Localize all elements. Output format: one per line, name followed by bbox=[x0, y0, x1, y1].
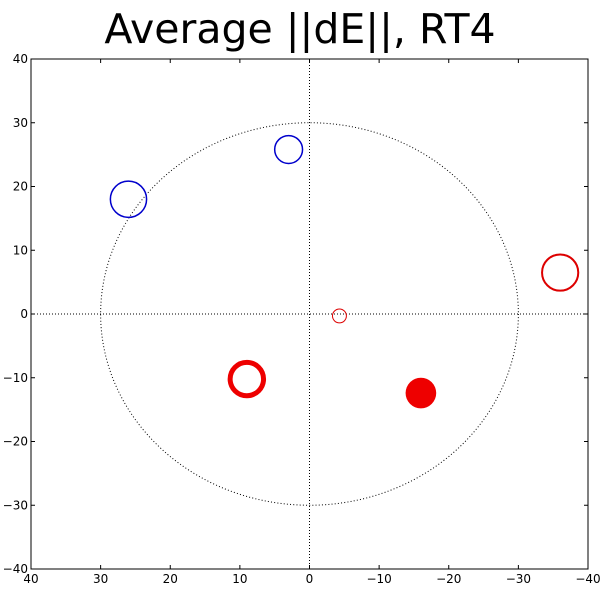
chart-title: Average ||dE||, RT4 bbox=[104, 5, 496, 53]
x-tick-label: −40 bbox=[575, 572, 600, 586]
y-tick-label: −30 bbox=[3, 498, 28, 512]
data-point-3 bbox=[331, 308, 347, 324]
y-tick-label: −10 bbox=[3, 371, 28, 385]
y-tick-label: 20 bbox=[13, 180, 28, 194]
y-tick-label: −40 bbox=[3, 562, 28, 576]
data-point-0 bbox=[109, 180, 148, 219]
y-tick-label: −20 bbox=[3, 435, 28, 449]
x-tick-label: −20 bbox=[436, 572, 461, 586]
data-point-4 bbox=[227, 359, 267, 399]
data-point-2 bbox=[541, 253, 580, 292]
data-point-5 bbox=[405, 377, 437, 409]
x-tick-label: 30 bbox=[93, 572, 108, 586]
reference-circle bbox=[100, 122, 519, 506]
data-point-1 bbox=[273, 134, 304, 165]
x-tick-label: 20 bbox=[163, 572, 178, 586]
x-tick-label: −10 bbox=[366, 572, 391, 586]
x-tick-label: −30 bbox=[506, 572, 531, 586]
y-tick-label: 30 bbox=[13, 116, 28, 130]
y-tick-label: 10 bbox=[13, 243, 28, 257]
ticks-layer: 40 30 20 10 0 −10 −20 −30 −40403020100−10−20−30−… bbox=[3, 52, 600, 586]
reference-layer bbox=[31, 59, 588, 569]
x-tick-label: 40 bbox=[23, 572, 38, 586]
y-tick-label: 0 bbox=[20, 307, 28, 321]
x-tick-label: 0 bbox=[306, 572, 314, 586]
y-tick-label: 40 bbox=[13, 52, 28, 66]
x-tick-label: 10 bbox=[232, 572, 247, 586]
points-layer bbox=[109, 134, 580, 409]
